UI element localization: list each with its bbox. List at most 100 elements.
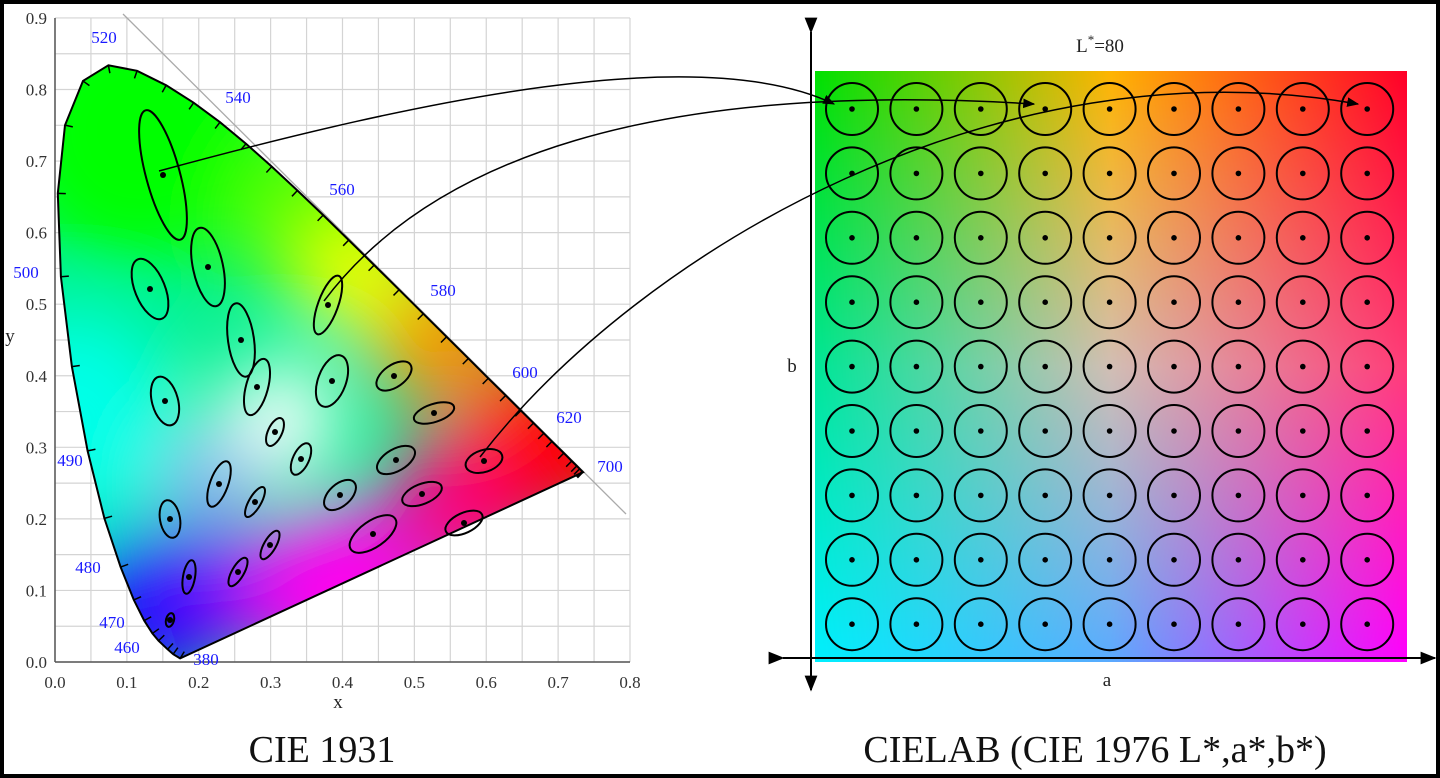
tolerance-circle bbox=[1340, 468, 1395, 523]
wavelength-ticks bbox=[57, 65, 584, 659]
tolerance-circle bbox=[889, 82, 944, 136]
tolerance-circle bbox=[1082, 532, 1137, 587]
tolerance-circle bbox=[1211, 468, 1266, 523]
tolerance-circle bbox=[889, 339, 944, 394]
macadam-ellipse bbox=[138, 109, 188, 241]
tolerance-circle bbox=[1211, 597, 1266, 652]
wavelength-label: 620 bbox=[556, 408, 582, 427]
tolerance-circle bbox=[1018, 468, 1073, 523]
macadam-ellipse bbox=[375, 360, 413, 392]
macadam-ellipse bbox=[314, 354, 350, 408]
tolerance-circle bbox=[825, 468, 879, 523]
y-tick-label: 0.7 bbox=[26, 152, 48, 171]
tolerance-circle bbox=[1018, 210, 1073, 265]
wavelength-tick bbox=[60, 275, 69, 278]
tolerance-circle bbox=[1211, 82, 1266, 136]
y-tick-label: 0.1 bbox=[26, 581, 47, 600]
tolerance-circle bbox=[1147, 146, 1201, 201]
tolerance-circle bbox=[825, 339, 879, 394]
b-axis-label: b bbox=[787, 356, 797, 377]
tolerance-circle bbox=[889, 146, 944, 201]
tolerance-circle bbox=[825, 532, 879, 587]
tolerance-circle bbox=[953, 597, 1008, 652]
tolerance-circle bbox=[1018, 532, 1073, 587]
wavelength-tick bbox=[417, 313, 424, 320]
x-tick-label: 0.1 bbox=[116, 673, 137, 692]
macadam-ellipse bbox=[348, 514, 398, 554]
wavelength-tick bbox=[462, 357, 469, 365]
tolerance-circle bbox=[1082, 146, 1137, 201]
macadam-ellipse bbox=[227, 556, 249, 588]
wavelength-tick bbox=[179, 651, 185, 659]
wavelength-tick bbox=[440, 336, 448, 344]
tolerance-circle bbox=[1082, 404, 1137, 458]
wavelength-tick bbox=[499, 394, 507, 402]
macadam-ellipse bbox=[289, 442, 313, 476]
tolerance-circle bbox=[1147, 339, 1201, 394]
cielab-title: CIELAB (CIE 1976 L*,a*,b*) bbox=[863, 729, 1326, 771]
tolerance-circle bbox=[1147, 275, 1201, 330]
tolerance-circle bbox=[1275, 339, 1330, 394]
tolerance-circle bbox=[1340, 275, 1395, 330]
x-tick-label: 0.0 bbox=[44, 673, 65, 692]
wavelength-tick bbox=[565, 460, 573, 468]
wavelength-tick bbox=[71, 364, 80, 368]
tolerance-circle bbox=[1340, 146, 1395, 201]
y-tick-label: 0.2 bbox=[26, 510, 47, 529]
macadam-ellipse bbox=[323, 478, 357, 512]
y-tick-label: 0.8 bbox=[26, 81, 47, 100]
mapping-arrow bbox=[158, 76, 836, 172]
macadam-ellipse bbox=[226, 302, 256, 378]
mapping-arrow bbox=[323, 98, 1036, 302]
gamut-fill bbox=[57, 65, 584, 659]
diagram-overlay: 0.0 0.1 0.2 0.3 0.4 0.5 0.6 0.7 0.8 0.0 0.1 0.2 0.3 0… bbox=[5, 9, 1436, 771]
tolerance-circle bbox=[1147, 82, 1201, 136]
tolerance-circle bbox=[1082, 597, 1137, 652]
tolerance-circle bbox=[1211, 210, 1266, 265]
wavelength-label: 460 bbox=[114, 638, 140, 657]
macadam-ellipse bbox=[242, 357, 272, 417]
tolerance-circle bbox=[1340, 404, 1395, 458]
tolerance-circle bbox=[953, 275, 1008, 330]
tolerance-circle bbox=[1147, 597, 1201, 652]
wavelength-tick bbox=[576, 471, 584, 479]
wavelength-label: 380 bbox=[193, 650, 219, 669]
tolerance-circle bbox=[1275, 404, 1330, 458]
x-tick-label: 0.5 bbox=[404, 673, 425, 692]
wavelength-label: 700 bbox=[597, 457, 623, 476]
x-tick-label: 0.7 bbox=[548, 673, 570, 692]
macadam-ellipse bbox=[412, 401, 456, 425]
tolerance-circle bbox=[953, 468, 1008, 523]
wavelength-tick bbox=[291, 189, 298, 197]
macadam-ellipse bbox=[206, 460, 232, 508]
wavelength-tick bbox=[527, 422, 535, 430]
wavelength-tick bbox=[557, 452, 565, 460]
tolerance-circle bbox=[1082, 275, 1137, 330]
x-tick-label: 0.4 bbox=[332, 673, 354, 692]
tolerance-circle bbox=[1211, 339, 1266, 394]
wavelength-tick bbox=[537, 432, 545, 440]
wavelength-tick bbox=[317, 214, 324, 222]
tolerance-circle bbox=[1275, 82, 1330, 136]
tolerance-circle bbox=[825, 275, 879, 330]
tolerance-circle bbox=[1018, 339, 1073, 394]
macadam-ellipse bbox=[164, 612, 176, 628]
tolerance-circle bbox=[889, 210, 944, 265]
wavelength-tick bbox=[161, 84, 167, 93]
tolerance-circle bbox=[825, 404, 879, 458]
wavelength-labels: 520 540 560 580 600 620 700 500 490 480 470 460 380 bbox=[13, 28, 623, 669]
mapping-arrows bbox=[158, 76, 1360, 458]
tolerance-circle bbox=[953, 532, 1008, 587]
tolerance-circle bbox=[1340, 210, 1395, 265]
wavelength-tick bbox=[157, 634, 165, 642]
macadam-ellipse bbox=[181, 559, 197, 595]
tolerance-circle bbox=[889, 404, 944, 458]
macadam-ellipse bbox=[312, 274, 344, 336]
tolerance-circle bbox=[1211, 532, 1266, 587]
wavelength-tick bbox=[265, 166, 273, 174]
wavelength-tick bbox=[545, 440, 553, 448]
wavelength-tick bbox=[342, 239, 350, 247]
tolerance-circle bbox=[825, 146, 879, 201]
tolerance-circle bbox=[1018, 82, 1073, 136]
tolerance-circle bbox=[1018, 275, 1073, 330]
